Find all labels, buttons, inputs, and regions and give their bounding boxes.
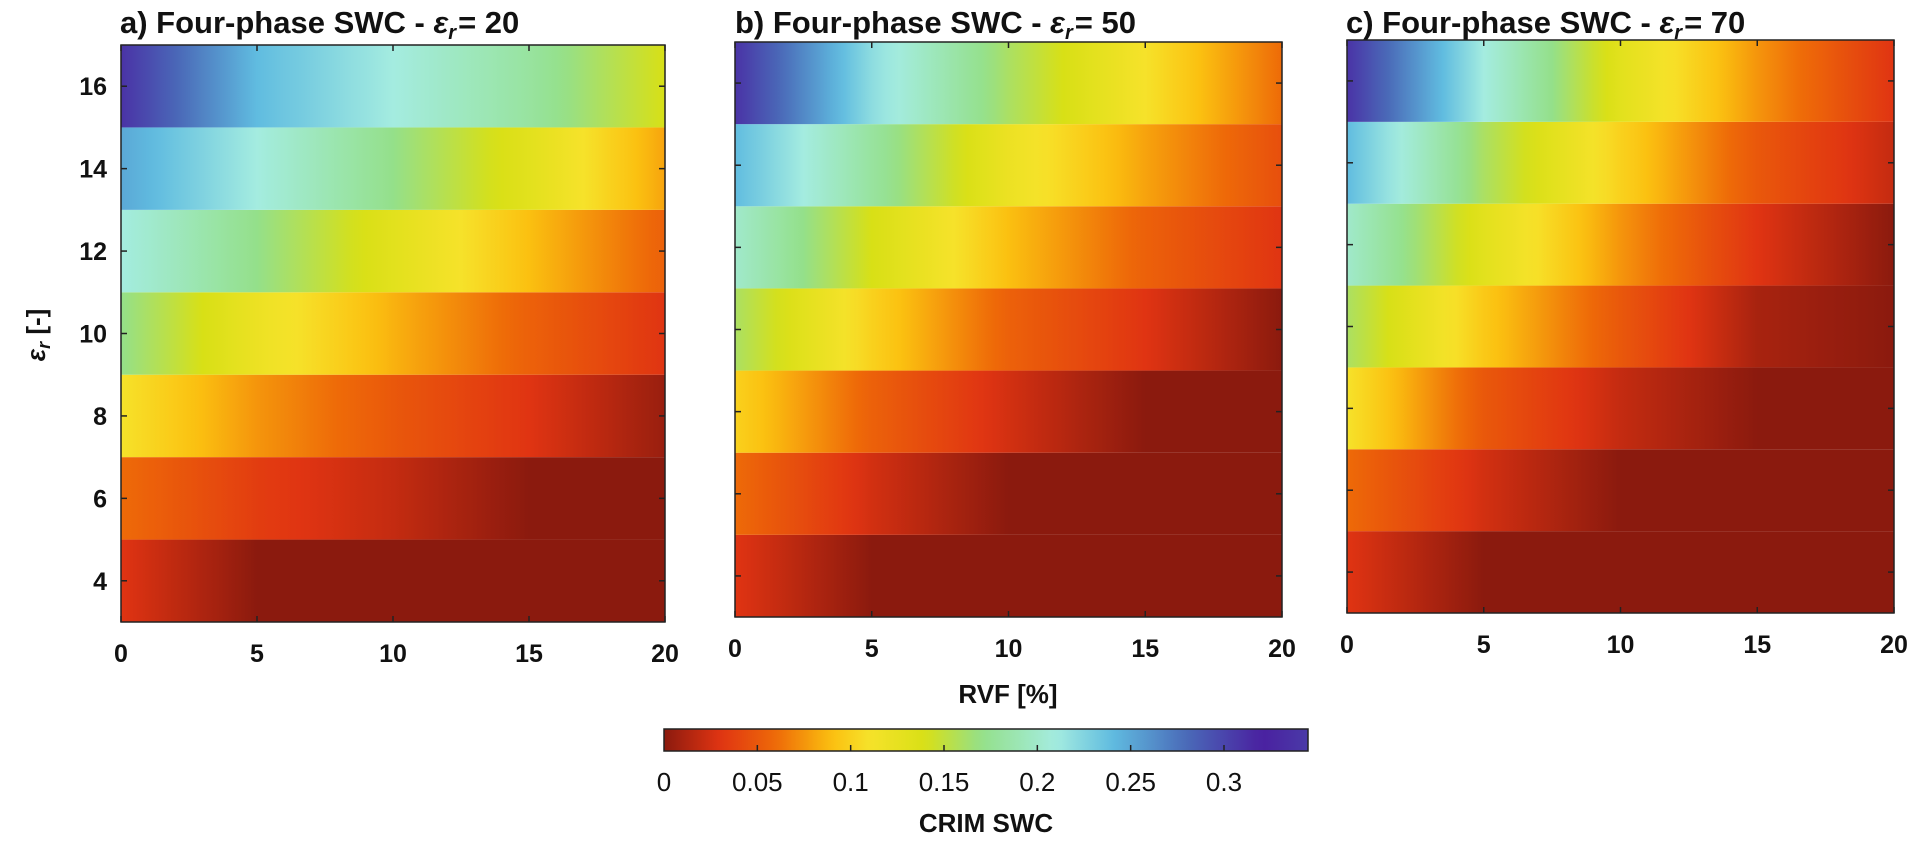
y-axis-label-subscript: r [34,341,54,349]
colorbar: 0 0.05 0.1 0.15 0.2 0.25 0.3 CRIM SWC [657,728,1309,838]
panel-c-title-symbol: ε [1659,5,1675,40]
panel-b: 0 5 10 15 20 [728,41,1296,663]
panel-c-title-suffix: = 70 [1684,5,1745,40]
colorbar-gradient [663,728,1309,752]
panel-b-title-subscript: r [1065,22,1074,44]
heatmap-band-er-6 [121,457,665,540]
y-tick-label: 16 [79,73,107,101]
x-tick-label: 10 [1607,631,1635,659]
x-tick-label: 0 [728,635,742,663]
panel-a-title-suffix: = 20 [458,5,519,40]
colorbar-tick-label: 0.1 [833,767,869,797]
colorbar-tick-label: 0.3 [1206,767,1242,797]
heatmap-panels: 0 5 10 15 20 4 6 8 10 12 14 16 0 5 10 15 20 0 5 10 15 20 [79,39,1908,668]
panel-c-title-prefix: c) Four-phase SWC - [1346,5,1659,40]
heatmap-band-er-6 [1347,449,1894,532]
x-tick-label: 5 [1477,631,1491,659]
heatmap-band-er-16 [121,45,665,128]
panel-b-title: b) Four-phase SWC - εr= 50 [735,5,1136,44]
y-tick-label: 8 [93,403,107,431]
x-tick-label: 5 [250,640,264,668]
heatmap-band-er-4 [735,534,1282,617]
panel-a: 0 5 10 15 20 4 6 8 10 12 14 16 [79,44,679,668]
colorbar-tick-label: 0.05 [732,767,783,797]
x-tick-label: 10 [995,635,1023,663]
heatmap-band-er-8 [1347,367,1894,450]
x-tick-label: 10 [379,640,407,668]
x-tick-label: 20 [651,640,679,668]
panel-b-title-prefix: b) Four-phase SWC - [735,5,1050,40]
heatmap-band-er-16 [735,42,1282,125]
x-tick-label: 15 [515,640,543,668]
heatmap-band-er-4 [121,539,665,622]
panel-b-title-suffix: = 50 [1075,5,1136,40]
x-tick-label: 0 [1340,631,1354,659]
heatmap-band-er-6 [735,452,1282,535]
colorbar-label: CRIM SWC [919,808,1054,838]
heatmap-band-er-14 [121,127,665,210]
heatmap-band-er-10 [1347,285,1894,368]
colorbar-tick-label: 0.15 [919,767,970,797]
heatmap-band-er-10 [121,292,665,375]
heatmap-band-er-12 [121,209,665,293]
colorbar-tick-label: 0.25 [1105,767,1156,797]
panel-b-title-symbol: ε [1050,5,1066,40]
panel-c: 0 5 10 15 20 [1340,39,1908,659]
heatmap-band-er-14 [735,124,1282,207]
x-tick-label: 20 [1880,631,1908,659]
colorbar-tick-label: 0 [657,767,671,797]
y-tick-label: 14 [79,156,107,184]
heatmap-band-er-12 [1347,203,1894,286]
colorbar-ticks: 0 0.05 0.1 0.15 0.2 0.25 0.3 [657,745,1242,797]
panel-a-title: a) Four-phase SWC - εr= 20 [120,5,519,44]
heatmap-band-er-14 [1347,121,1894,204]
heatmap-band-er-16 [1347,40,1894,122]
panel-a-title-prefix: a) Four-phase SWC - [120,5,433,40]
heatmap-band-er-8 [735,370,1282,453]
y-axis-label-symbol: ε [21,348,51,361]
y-tick-label: 6 [93,485,107,513]
y-axis-label: εr [-] [21,309,54,362]
y-axis-label-suffix: [-] [21,309,51,342]
panel-a-title-symbol: ε [433,5,449,40]
colorbar-tick-label: 0.2 [1019,767,1055,797]
heatmap-band-er-12 [735,206,1282,289]
panel-c-title: c) Four-phase SWC - εr= 70 [1346,5,1745,44]
x-tick-label: 15 [1743,631,1771,659]
heatmap-band-er-8 [121,374,665,458]
x-tick-label: 15 [1131,635,1159,663]
y-tick-label: 10 [79,321,107,349]
x-axis-label: RVF [%] [958,679,1057,709]
x-tick-label: 0 [114,640,128,668]
x-tick-label: 20 [1268,635,1296,663]
heatmap-band-er-4 [1347,531,1894,613]
x-tick-label: 5 [865,635,879,663]
panel-c-title-subscript: r [1674,22,1683,44]
heatmap-band-er-10 [735,288,1282,371]
panel-a-title-subscript: r [448,22,457,44]
y-tick-label: 12 [79,238,107,266]
y-tick-label: 4 [93,568,107,596]
